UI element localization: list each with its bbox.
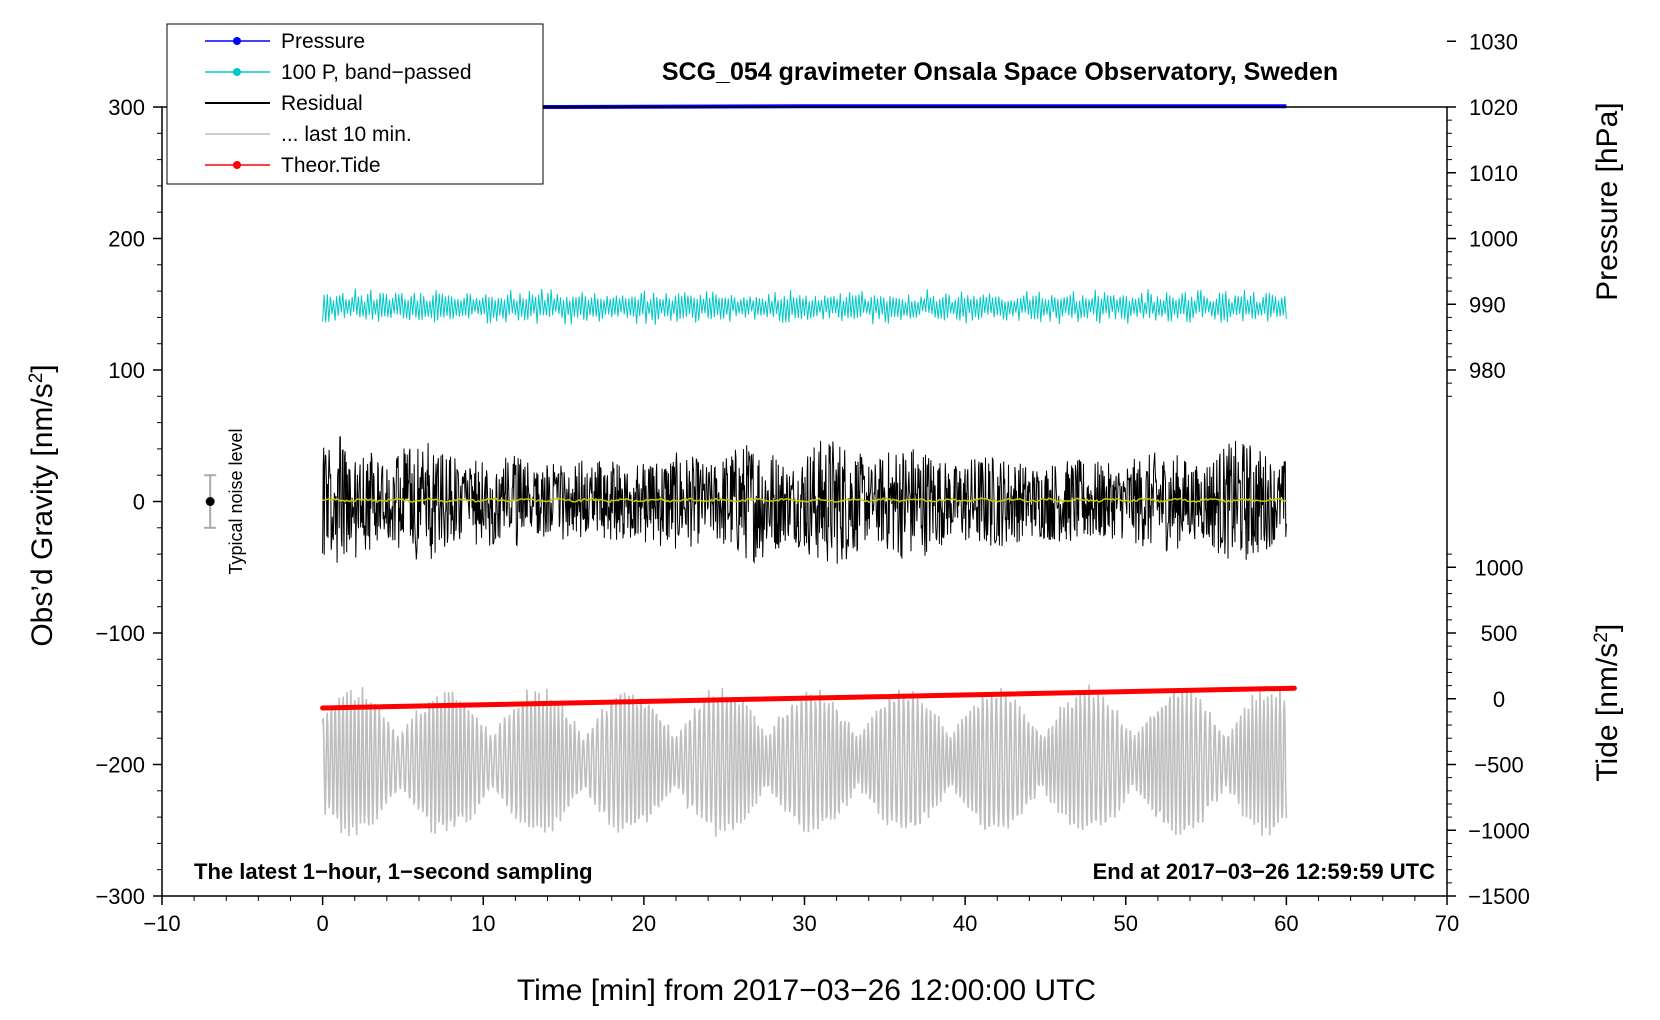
noise-level-indicator	[204, 474, 217, 529]
tide-axis-title: Tide [nm/s2]	[1591, 624, 1625, 782]
tide-tick-label: −500	[1474, 753, 1524, 778]
pressure-tick-label: 1030	[1469, 29, 1518, 54]
residual-smoothed-line	[322, 497, 1287, 504]
tide-axis-title-main: Tide [nm/s	[1591, 643, 1624, 782]
legend-marker	[233, 68, 241, 76]
tide-axis-title-close: ]	[1591, 624, 1624, 632]
x-tick-label: 30	[792, 911, 816, 936]
x-tick-label: 0	[317, 911, 329, 936]
legend-marker	[233, 161, 241, 169]
legend-marker	[233, 37, 241, 45]
x-tick-label: 50	[1114, 911, 1138, 936]
y-tick-label: 0	[133, 490, 145, 515]
legend-label: Pressure	[281, 30, 365, 53]
pressure-tick-label: 1020	[1469, 95, 1518, 120]
tide-tick-label: −1000	[1468, 818, 1530, 843]
pressure-tick-label: 980	[1469, 358, 1506, 383]
y-tick-label: −200	[95, 753, 145, 778]
legend-label: 100 P, band−passed	[281, 61, 472, 84]
axes-layer: −10 0 10 20 30 40 50 60 703002001000−100−200−300…	[95, 29, 1529, 936]
legend-label: Theor.Tide	[281, 154, 381, 177]
legend-label: Residual	[281, 92, 363, 115]
x-tick-label: −10	[143, 911, 180, 936]
y-tick-label: −100	[95, 621, 145, 646]
tide-tick-label: 1000	[1475, 555, 1524, 580]
y-axis-left-title-main: Obs’d Gravity [nm/s	[26, 383, 59, 646]
last-10-min-line	[321, 684, 1288, 837]
tide-tick-label: 0	[1493, 687, 1505, 712]
y-tick-label: −300	[95, 884, 145, 909]
theoretical-tide-line	[320, 685, 1297, 711]
bandpassed-pressure-line	[322, 288, 1287, 325]
noise-level-label: Typical noise level	[226, 428, 246, 574]
y-axis-left-title-close: ]	[26, 364, 59, 372]
y-axis-left-title-power: 2	[26, 373, 47, 384]
end-time-annotation: End at 2017−03−26 12:59:59 UTC	[1093, 859, 1436, 884]
tide-tick-label: −1500	[1468, 884, 1530, 909]
sampling-annotation: The latest 1−hour, 1−second sampling	[194, 859, 593, 884]
x-tick-label: 70	[1435, 911, 1459, 936]
noise-center-dot	[205, 497, 215, 506]
x-tick-label: 40	[953, 911, 977, 936]
y-axis-left-title: Obs’d Gravity [nm/s2]	[26, 364, 60, 646]
tide-tick-label: 500	[1481, 621, 1518, 646]
x-tick-label: 10	[471, 911, 495, 936]
legend: Pressure 100 P, band−passed Residual ... la…	[166, 23, 544, 185]
x-tick-label: 60	[1274, 911, 1298, 936]
pressure-axis-title: Pressure [hPa]	[1591, 102, 1624, 300]
x-axis-title: Time [min] from 2017−03−26 12:00:00 UTC	[517, 974, 1096, 1007]
x-tick-label: 20	[632, 911, 656, 936]
pressure-tick-label: 990	[1469, 292, 1506, 317]
y-tick-label: 200	[108, 227, 145, 252]
tide-axis-title-power: 2	[1591, 632, 1612, 643]
pressure-tick-label: 1010	[1469, 161, 1518, 186]
legend-label: ... last 10 min.	[281, 123, 412, 146]
pressure-tick-label: 1000	[1469, 227, 1518, 252]
y-tick-label: 300	[108, 95, 145, 120]
y-tick-label: 100	[108, 358, 145, 383]
chart-title: SCG_054 gravimeter Onsala Space Observat…	[662, 58, 1338, 86]
